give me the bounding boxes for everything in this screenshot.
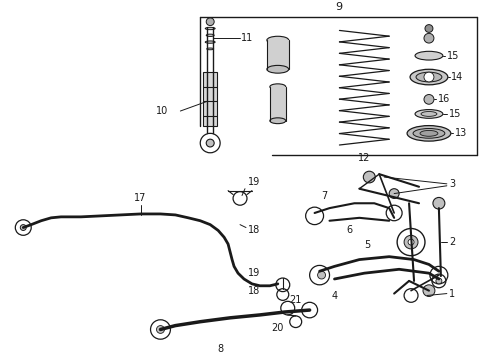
Text: 9: 9: [335, 2, 342, 12]
Text: 19: 19: [247, 268, 260, 278]
Text: 13: 13: [455, 129, 467, 138]
Circle shape: [20, 225, 26, 230]
Text: 2: 2: [449, 237, 455, 247]
Circle shape: [423, 285, 435, 297]
Circle shape: [433, 197, 445, 209]
Circle shape: [424, 95, 434, 104]
Ellipse shape: [416, 72, 442, 82]
Ellipse shape: [270, 118, 286, 123]
Text: 8: 8: [217, 344, 223, 354]
Circle shape: [318, 271, 325, 279]
Circle shape: [363, 171, 375, 183]
Ellipse shape: [270, 84, 286, 90]
Text: 19: 19: [248, 177, 260, 187]
Ellipse shape: [206, 34, 214, 36]
Text: 4: 4: [331, 291, 338, 301]
Bar: [267, 40, 289, 69]
Ellipse shape: [421, 112, 437, 116]
Text: 21: 21: [290, 295, 302, 305]
Bar: [203, 72, 217, 126]
Text: 16: 16: [438, 94, 450, 104]
Ellipse shape: [205, 41, 215, 43]
Circle shape: [206, 18, 214, 26]
Circle shape: [408, 239, 414, 245]
Ellipse shape: [205, 27, 215, 30]
Text: 15: 15: [449, 109, 461, 119]
Circle shape: [424, 33, 434, 43]
Ellipse shape: [410, 69, 448, 85]
Ellipse shape: [207, 48, 214, 50]
Text: 11: 11: [241, 33, 253, 43]
Text: 14: 14: [451, 72, 463, 82]
Ellipse shape: [420, 130, 438, 136]
Circle shape: [424, 72, 434, 82]
Bar: [270, 87, 286, 121]
Ellipse shape: [267, 36, 289, 44]
Text: 17: 17: [134, 193, 147, 203]
Ellipse shape: [415, 51, 443, 60]
Ellipse shape: [267, 66, 289, 73]
Text: 3: 3: [449, 179, 455, 189]
Circle shape: [156, 325, 165, 333]
Circle shape: [206, 139, 214, 147]
Circle shape: [425, 24, 433, 32]
Text: 10: 10: [155, 106, 168, 116]
Text: 15: 15: [447, 51, 459, 61]
Ellipse shape: [415, 109, 443, 118]
Text: 7: 7: [321, 191, 328, 201]
Text: 12: 12: [358, 153, 370, 163]
Ellipse shape: [407, 126, 451, 141]
Circle shape: [436, 278, 442, 284]
Text: 18: 18: [247, 285, 260, 296]
Circle shape: [389, 189, 399, 198]
Text: 5: 5: [364, 240, 370, 250]
Text: 6: 6: [346, 225, 352, 235]
Text: 18: 18: [248, 225, 260, 235]
Text: 20: 20: [271, 323, 284, 333]
Ellipse shape: [413, 129, 445, 138]
Text: 1: 1: [449, 289, 455, 298]
Circle shape: [404, 235, 418, 249]
